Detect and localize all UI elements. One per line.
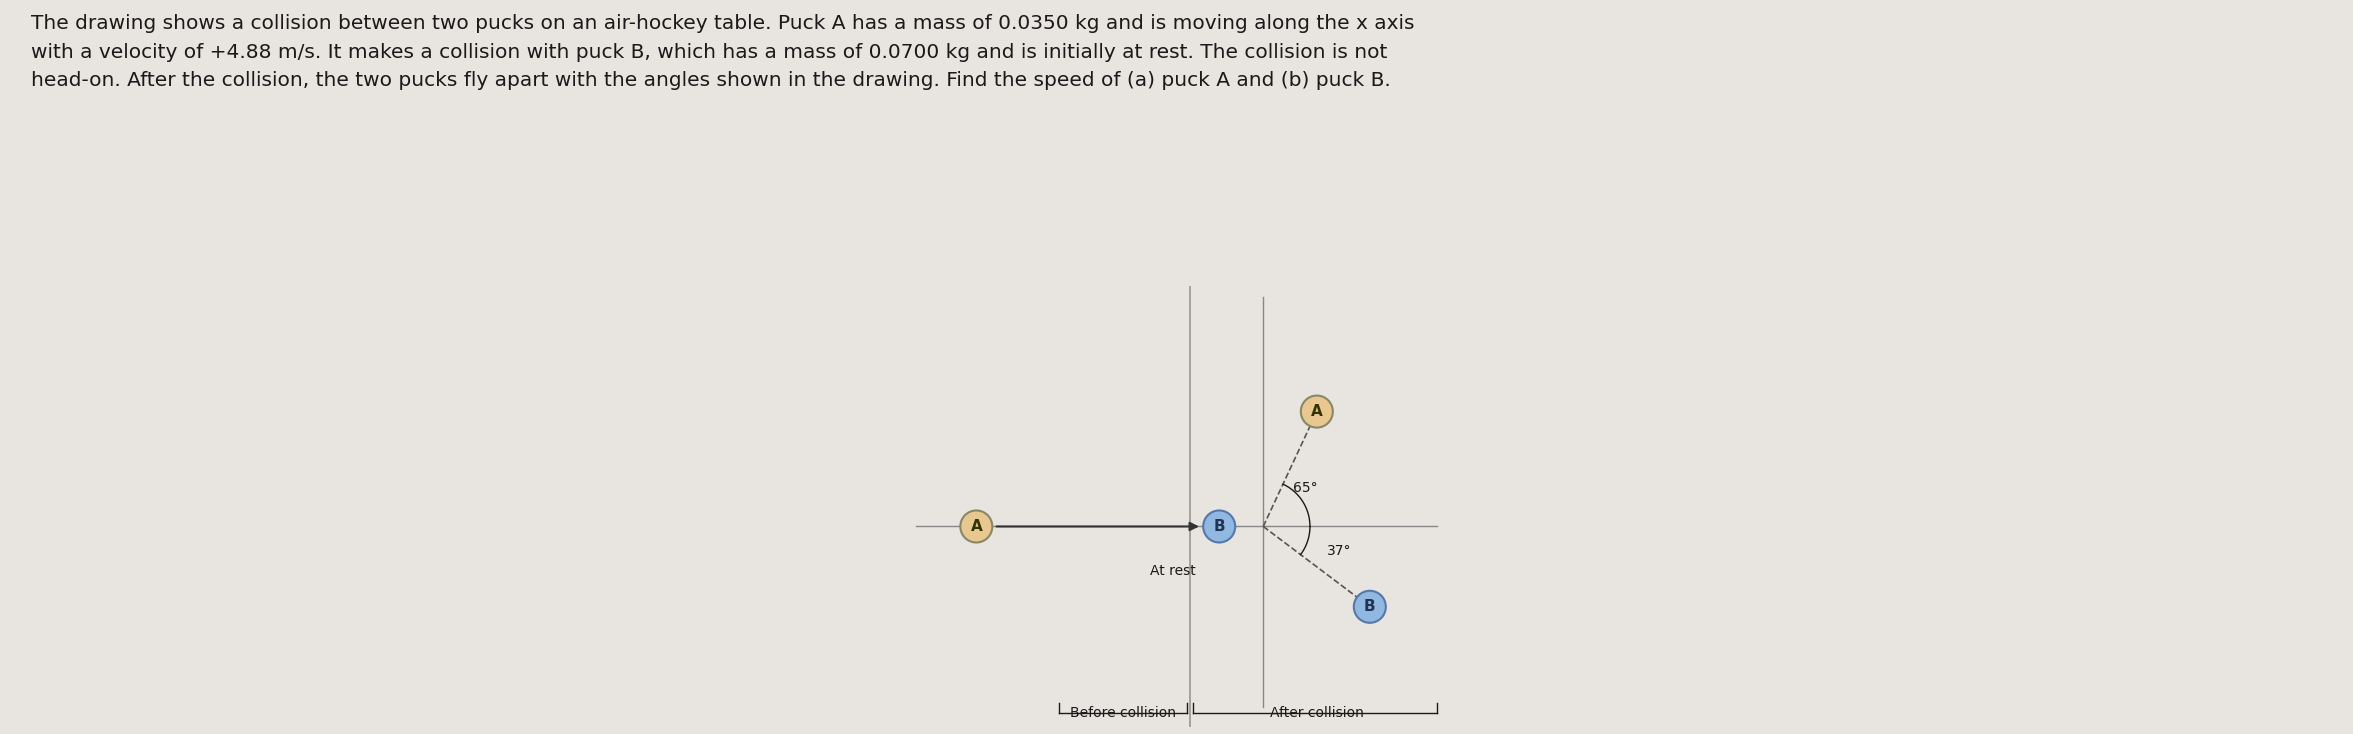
Text: Before collision: Before collision [1071, 706, 1176, 720]
Text: 37°: 37° [1327, 544, 1351, 558]
Circle shape [1353, 591, 1386, 623]
Text: B: B [1365, 599, 1377, 614]
Circle shape [960, 510, 993, 542]
Text: After collision: After collision [1271, 706, 1365, 720]
Text: The drawing shows a collision between two pucks on an air-hockey table. Puck A h: The drawing shows a collision between tw… [31, 14, 1414, 90]
Circle shape [1202, 510, 1235, 542]
Circle shape [1301, 396, 1332, 428]
Text: 65°: 65° [1292, 481, 1318, 495]
Text: At rest: At rest [1151, 564, 1195, 578]
Text: A: A [1311, 404, 1322, 419]
Text: A: A [969, 519, 981, 534]
Text: B: B [1214, 519, 1226, 534]
